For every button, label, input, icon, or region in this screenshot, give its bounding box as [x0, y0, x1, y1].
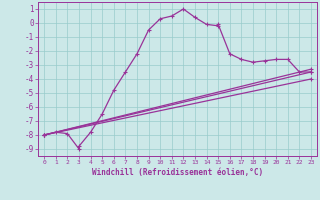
- X-axis label: Windchill (Refroidissement éolien,°C): Windchill (Refroidissement éolien,°C): [92, 168, 263, 177]
